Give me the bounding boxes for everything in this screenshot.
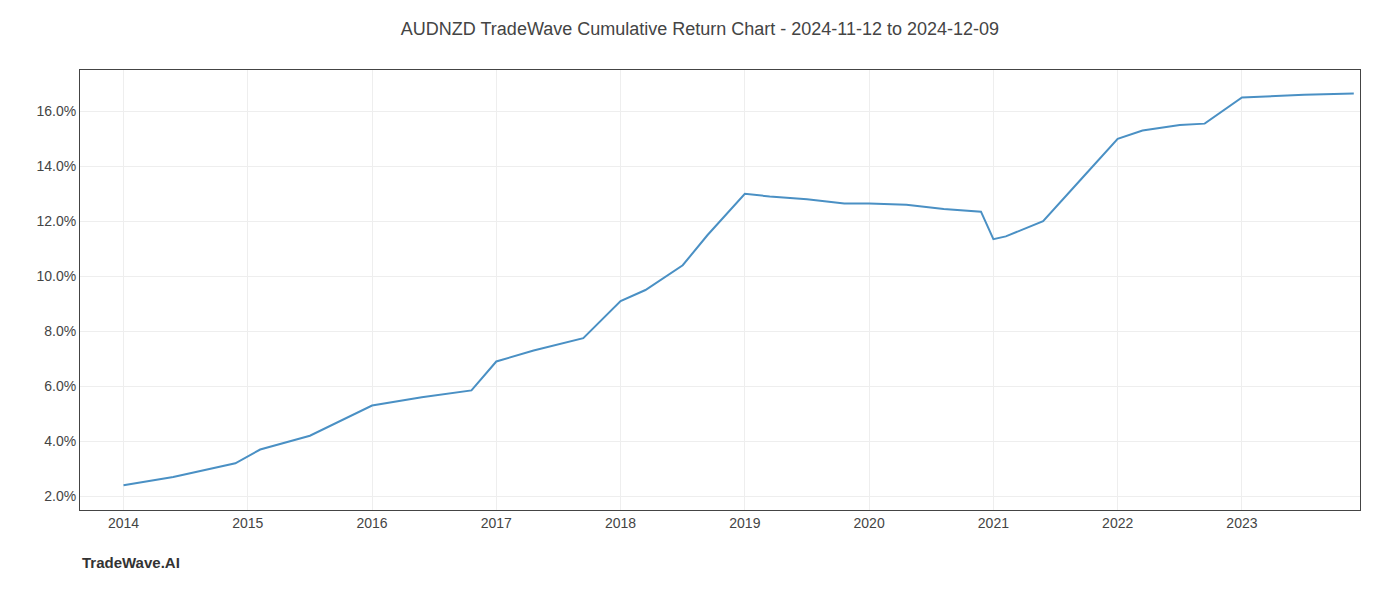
svg-text:2016: 2016 (356, 515, 387, 531)
svg-text:AUDNZD TradeWave Cumulative Re: AUDNZD TradeWave Cumulative Return Chart… (401, 19, 999, 39)
svg-text:2018: 2018 (605, 515, 636, 531)
svg-text:2015: 2015 (232, 515, 263, 531)
svg-text:16.0%: 16.0% (36, 103, 76, 119)
svg-text:2023: 2023 (1226, 515, 1257, 531)
svg-text:4.0%: 4.0% (44, 433, 76, 449)
svg-text:6.0%: 6.0% (44, 378, 76, 394)
svg-text:8.0%: 8.0% (44, 323, 76, 339)
svg-text:2014: 2014 (108, 515, 139, 531)
svg-text:2021: 2021 (978, 515, 1009, 531)
svg-text:2019: 2019 (729, 515, 760, 531)
svg-text:2022: 2022 (1102, 515, 1133, 531)
svg-text:12.0%: 12.0% (36, 213, 76, 229)
svg-text:14.0%: 14.0% (36, 158, 76, 174)
svg-text:10.0%: 10.0% (36, 268, 76, 284)
svg-text:2020: 2020 (854, 515, 885, 531)
svg-text:2017: 2017 (481, 515, 512, 531)
svg-text:2.0%: 2.0% (44, 488, 76, 504)
svg-text:TradeWave.AI: TradeWave.AI (82, 554, 180, 571)
